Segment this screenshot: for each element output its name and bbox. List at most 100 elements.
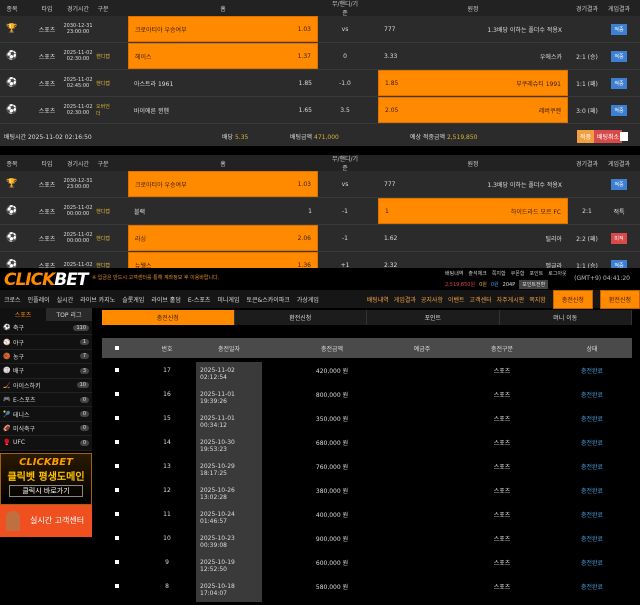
home-pick[interactable]: 라싱 2.06 (128, 225, 318, 251)
sidebar-item[interactable]: ⚽ 축구 110 (0, 321, 92, 336)
home-pick[interactable]: 크로아티아 우승여부 1.03 (128, 16, 318, 42)
home-odds: 1.03 (297, 25, 311, 33)
nav-right-item[interactable]: 게임결과 (393, 296, 416, 304)
tab[interactable]: 환전신청 (234, 310, 367, 325)
cell-status[interactable]: 충전완료 (580, 391, 604, 399)
away-pick[interactable]: 777 1.3배당 이하는 폴더수 적용X (378, 171, 568, 197)
away-pick[interactable]: 1 하이드라드 모르 FC (378, 198, 568, 224)
checkbox[interactable] (115, 392, 119, 396)
away-odds: 3.33 (384, 52, 398, 60)
sidebar-item[interactable]: 🏀 농구 7 (0, 349, 92, 365)
cell-date: 2025-10-24 01:46:57 (196, 506, 262, 530)
cell-status[interactable]: 충전완료 (580, 559, 604, 567)
cell-status[interactable]: 충전완료 (580, 415, 604, 423)
checkbox[interactable] (115, 536, 119, 540)
tab-sports[interactable]: 스포츠 (0, 308, 46, 321)
nav-item[interactable]: 미니게임 (217, 296, 240, 304)
checkbox[interactable] (115, 512, 119, 516)
nav-right-item[interactable]: 쪽지함 (529, 296, 546, 304)
sidebar-item[interactable]: 🎾 테니스 0 (0, 407, 92, 422)
row-checkbox[interactable] (112, 550, 122, 574)
checkbox[interactable] (115, 416, 119, 420)
away-pick[interactable]: 2.05 레버쿠젠 (378, 97, 568, 123)
nav-item[interactable]: 라이브 카지노 (80, 296, 116, 304)
cell-status[interactable]: 충전완료 (580, 367, 604, 375)
header-checkbox[interactable] (112, 338, 122, 358)
home-pick[interactable]: 아스트라 1961 1.85 (128, 70, 318, 96)
home-pick[interactable]: 바이에른 뮌헨 1.65 (128, 97, 318, 123)
home-pick[interactable]: 크로아티아 우승여부 1.03 (128, 171, 318, 197)
away-pick[interactable]: 2.32 벨글라 (378, 252, 568, 278)
cancel-bet-button[interactable]: 배팅취소 (594, 129, 623, 143)
nav-item[interactable]: 크로스 (4, 296, 21, 304)
cell-status[interactable]: 충전완료 (580, 535, 604, 543)
sidebar-item[interactable]: 🏒 아이스하키 10 (0, 378, 92, 393)
nav-right-item[interactable]: 자주게시판 (496, 296, 525, 304)
deposit-button[interactable]: 충전신청 (552, 289, 593, 309)
select-checkbox[interactable] (620, 131, 628, 141)
row-checkbox[interactable] (112, 526, 122, 550)
top-link[interactable]: 배팅내역 (445, 271, 464, 277)
row-checkbox[interactable] (112, 430, 122, 454)
row-checkbox[interactable] (112, 406, 122, 430)
sidebar-item[interactable]: 🏐 배구 3 (0, 364, 92, 379)
nav-item[interactable]: 실시간 (56, 296, 74, 304)
nav-item[interactable]: 가상게임 (296, 296, 319, 304)
top-link[interactable]: 출석체크 (468, 271, 487, 277)
sidebar-item[interactable]: 🎮 E-스포츠 0 (0, 392, 92, 408)
top-link[interactable]: 쪽지함 (491, 271, 506, 277)
home-pick[interactable]: 헤이스 1.37 (128, 43, 318, 69)
nav-right-item[interactable]: 고객센터 (469, 296, 492, 304)
cell-status[interactable]: 충전완료 (580, 439, 604, 447)
top-link[interactable]: 쿠폰함 (510, 271, 525, 277)
away-pick[interactable]: 1.85 부쿠레슈티 1991 (378, 70, 568, 96)
support-banner[interactable]: 실시간 고객센터 (0, 504, 92, 537)
cell-date: 2025-10-19 12:52:50 (196, 554, 262, 578)
nav-item[interactable]: E-스포츠 (187, 296, 211, 304)
home-pick[interactable]: 블랙 1 (128, 198, 318, 224)
tab[interactable]: 충전신청 (102, 310, 235, 325)
withdraw-button[interactable]: 환전신청 (599, 289, 640, 309)
convert-point-button[interactable]: 포인트전환 (519, 280, 549, 289)
away-pick[interactable]: 3.33 우에스카 (378, 43, 568, 69)
clickbet-logo[interactable]: CLICKBET (4, 270, 88, 290)
cell-status[interactable]: 충전완료 (580, 463, 604, 471)
row-checkbox[interactable] (112, 574, 122, 598)
sidebar-item[interactable]: 🥊 UFC 0 (0, 436, 92, 451)
top-link[interactable]: 로그아웃 (548, 271, 567, 277)
domain-banner[interactable]: CLICKBET 클릭벳 평생도메인 클릭시 바로가기 (0, 452, 92, 505)
hit-button[interactable]: 적중 (577, 129, 595, 143)
sidebar-item[interactable]: ⚾ 야구 1 (0, 335, 92, 350)
row-checkbox[interactable] (112, 478, 122, 502)
row-checkbox[interactable] (112, 358, 122, 382)
checkbox[interactable] (115, 440, 119, 444)
nav-item[interactable]: 인플레이 (27, 296, 50, 304)
sidebar-item[interactable]: 🏈 미식축구 0 (0, 421, 92, 437)
tab[interactable]: 포인트 (367, 310, 500, 325)
row-checkbox[interactable] (112, 454, 122, 478)
away-team: 레버쿠젠 (538, 107, 561, 115)
row-checkbox[interactable] (112, 502, 122, 526)
nav-item[interactable]: 슬롯게임 (122, 296, 145, 304)
cell-status[interactable]: 충전완료 (580, 511, 604, 519)
tab[interactable]: 머니 이동 (499, 310, 632, 325)
nav-right-item[interactable]: 이벤트 (447, 296, 465, 304)
nav-item[interactable]: 라이브 홀덤 (151, 296, 181, 304)
notice-text: ※ 입금은 반드시 고객센터를 통해 계좌정보 후 이용바랍니다. (92, 275, 220, 281)
cell-status[interactable]: 충전완료 (580, 487, 604, 495)
tab-top-league[interactable]: TOP 리그 (46, 308, 92, 321)
checkbox[interactable] (115, 488, 119, 492)
top-link[interactable]: 포인트 (529, 271, 544, 277)
nav-right-item[interactable]: 배팅내역 (366, 296, 389, 304)
away-pick[interactable]: 1.62 틸리아 (378, 225, 568, 251)
checkbox[interactable] (115, 560, 119, 564)
checkbox[interactable] (115, 368, 119, 372)
checkbox[interactable] (115, 584, 119, 588)
checkbox[interactable] (115, 464, 119, 468)
cell-status[interactable]: 충전완료 (580, 583, 604, 591)
nav-item[interactable]: 토큰&스카이파크 (246, 296, 290, 304)
row-checkbox[interactable] (112, 382, 122, 406)
nav-right-item[interactable]: 공지사항 (420, 296, 443, 304)
away-pick[interactable]: 777 1.3배당 이하는 폴더수 적용X (378, 16, 568, 42)
checkbox[interactable] (115, 346, 119, 350)
